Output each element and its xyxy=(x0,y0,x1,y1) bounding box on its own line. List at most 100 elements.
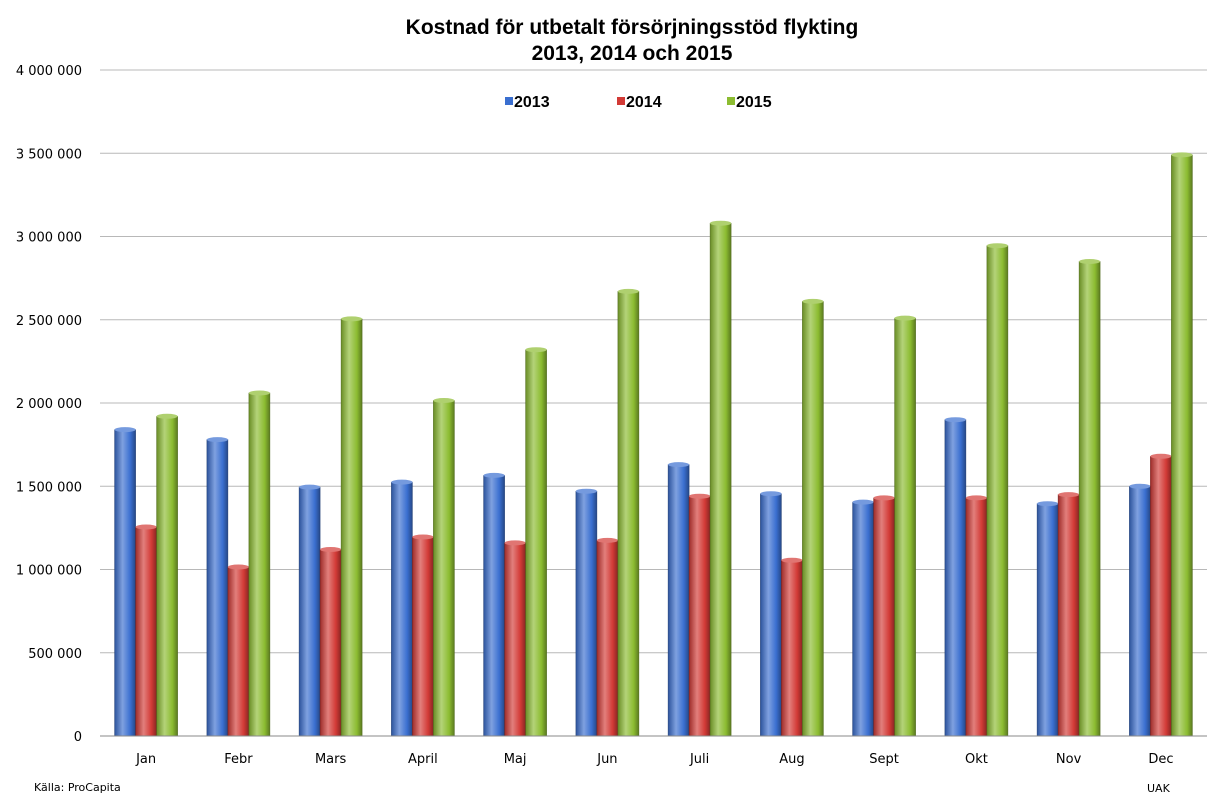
bar-cap xyxy=(986,243,1008,249)
legend-swatch-2013 xyxy=(505,97,513,105)
y-tick-label: 4 000 000 xyxy=(16,64,82,79)
bar-cap xyxy=(504,540,526,546)
bar-cap xyxy=(1171,152,1193,158)
legend-label-2013: 2013 xyxy=(514,94,550,111)
bar-cap xyxy=(710,220,732,226)
x-tick-label: Sept xyxy=(869,752,899,767)
bar-cap xyxy=(341,316,363,322)
bar-2014-april xyxy=(412,536,434,737)
x-tick-label: Juli xyxy=(689,752,709,767)
bar-2013-febr xyxy=(206,439,229,737)
bar-2014-maj xyxy=(504,542,526,737)
bar-cap xyxy=(802,298,824,304)
x-axis-tick-labels: Jan Febr Mars April Maj Jun Juli Aug Sept Okt Nov D… xyxy=(135,752,1173,767)
bar-cap xyxy=(135,524,157,530)
bar-2014-nov xyxy=(1057,494,1080,737)
bar-cap xyxy=(483,472,505,478)
bar-cap xyxy=(781,557,803,563)
bar-cap xyxy=(299,484,321,490)
bar-cap xyxy=(156,413,178,419)
bar-2014-juli xyxy=(688,495,711,737)
bar-cap xyxy=(227,564,249,570)
bar-2013-dec xyxy=(1129,486,1151,737)
bar-2013-mars xyxy=(298,486,321,737)
bar-cap xyxy=(391,479,413,485)
legend-label-2014: 2014 xyxy=(626,94,662,111)
bar-2014-jan xyxy=(135,526,157,737)
author-note: UAK xyxy=(1147,782,1171,794)
bars xyxy=(114,152,1193,737)
bar-2013-maj xyxy=(483,475,505,737)
bar-cap xyxy=(873,495,895,501)
bar-2013-juli xyxy=(667,464,690,737)
bar-2014-mars xyxy=(319,549,342,737)
bar-2015-april xyxy=(433,400,455,737)
legend: 2013 2014 2015 xyxy=(505,94,772,111)
x-tick-label: Dec xyxy=(1148,752,1173,767)
bar-cap xyxy=(1037,501,1059,507)
bar-cap xyxy=(944,417,966,423)
bar-2015-maj xyxy=(525,349,547,737)
x-tick-label: Jun xyxy=(596,752,617,767)
chart-title: Kostnad för utbetalt försörjningsstöd fl… xyxy=(406,16,859,39)
bar-cap xyxy=(575,488,597,494)
bar-cap xyxy=(248,390,270,396)
bar-2014-dec xyxy=(1150,456,1172,737)
bar-2015-sept xyxy=(894,317,916,737)
x-tick-label: Febr xyxy=(224,752,253,767)
bar-cap xyxy=(114,427,136,433)
bar-cap xyxy=(412,534,434,540)
bar-cap xyxy=(852,499,874,505)
bar-cap xyxy=(689,493,711,499)
bar-2013-nov xyxy=(1036,503,1059,737)
bar-2015-juli xyxy=(709,222,732,737)
bar-cap xyxy=(596,537,618,543)
source-note: Källa: ProCapita xyxy=(34,781,121,794)
bar-2013-april xyxy=(391,481,413,737)
bar-2013-okt xyxy=(944,419,967,737)
x-tick-label: Nov xyxy=(1056,752,1082,767)
x-tick-label: Okt xyxy=(965,752,988,767)
y-tick-label: 1 000 000 xyxy=(16,564,82,579)
bar-cap xyxy=(1150,453,1172,459)
legend-label-2015: 2015 xyxy=(736,94,772,111)
bar-cap xyxy=(1058,492,1080,498)
bar-2014-sept xyxy=(873,497,895,737)
bar-2014-jun xyxy=(596,540,619,737)
bar-2013-sept xyxy=(852,501,874,737)
bar-cap xyxy=(894,315,916,321)
bar-2013-aug xyxy=(760,493,782,737)
bar-2014-febr xyxy=(227,566,250,737)
y-tick-label: 3 500 000 xyxy=(16,147,82,162)
x-tick-label: April xyxy=(408,752,438,767)
bar-2013-jan xyxy=(114,429,136,737)
bar-cap xyxy=(206,437,228,443)
bar-cap xyxy=(433,398,455,403)
bar-2014-aug xyxy=(781,560,803,737)
bar-2013-jun xyxy=(575,490,598,737)
gridlines xyxy=(100,69,1207,654)
bar-2015-nov xyxy=(1078,261,1101,737)
bar-cap xyxy=(965,495,987,501)
bar-cap xyxy=(525,347,547,353)
y-tick-label: 2 000 000 xyxy=(16,397,82,412)
x-tick-label: Mars xyxy=(315,752,347,767)
bar-cap xyxy=(320,547,342,552)
x-tick-label: Aug xyxy=(779,752,804,767)
bar-cap xyxy=(760,491,782,497)
bar-cap xyxy=(617,288,639,294)
bar-cap xyxy=(668,462,690,468)
bar-2015-mars xyxy=(340,318,363,737)
chart-subtitle: 2013, 2014 och 2015 xyxy=(532,42,733,65)
legend-swatch-2015 xyxy=(727,97,735,105)
bar-2015-aug xyxy=(802,301,824,737)
bar-2015-febr xyxy=(248,392,271,737)
bar-2015-dec xyxy=(1171,154,1193,737)
y-tick-label: 3 000 000 xyxy=(16,231,82,246)
y-tick-label: 500 000 xyxy=(28,647,82,662)
y-axis-tick-labels: 0 500 000 1 000 000 1 500 000 2 000 000 2 500… xyxy=(16,64,82,745)
x-tick-label: Maj xyxy=(504,752,527,767)
bar-2015-okt xyxy=(986,245,1009,737)
x-tick-label: Jan xyxy=(135,752,156,767)
